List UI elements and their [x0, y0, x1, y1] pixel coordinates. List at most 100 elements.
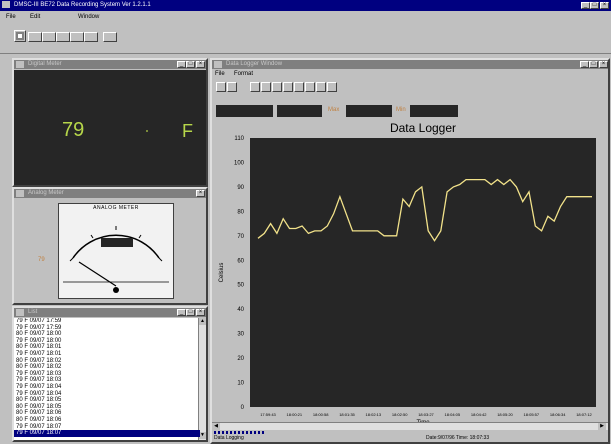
save-icon[interactable] [42, 32, 56, 42]
analog-close-button[interactable]: × [196, 190, 205, 197]
menu-file[interactable]: File [6, 14, 16, 20]
list-item[interactable]: 79 F 09/07 18:00 [16, 337, 62, 344]
list-item[interactable]: 80 F 09/07 18:02 [16, 357, 62, 364]
x-tick-label: 18:03:27 [418, 412, 434, 417]
list-item-selected[interactable]: 79 F 09/07 18:07 [14, 430, 200, 437]
y-tick-label: 90 [237, 185, 244, 191]
digital-separator-dot [146, 130, 148, 132]
list-box[interactable]: 79 F 09/07 17:59 79 F 09/07 17:59 80 F 09/… [14, 318, 198, 440]
list-minimize-button[interactable]: _ [177, 309, 186, 316]
digital-maximize-button[interactable]: □ [186, 61, 195, 68]
y-tick-label: 60 [237, 258, 244, 264]
zoom-out-icon[interactable] [261, 82, 271, 92]
y-tick-label: 0 [241, 405, 245, 411]
scroll-right-arrow-icon[interactable]: ▶ [598, 423, 606, 430]
settings-icon[interactable] [327, 82, 337, 92]
list-item[interactable]: 80 F 09/07 18:02 [16, 364, 62, 371]
list-item[interactable]: 79 F 09/07 18:04 [16, 383, 62, 390]
series-line [257, 178, 592, 242]
logger-menu-file[interactable]: File [215, 71, 225, 77]
y-tick-label: 50 [237, 283, 244, 289]
clear-icon[interactable] [316, 82, 326, 92]
digital-close-button[interactable]: × [196, 61, 205, 68]
list-item[interactable]: 80 F 09/07 18:01 [16, 344, 62, 351]
app-title: DMSC-III BE72 Data Recording System Ver … [14, 2, 151, 8]
logger-status-datetime: Date:9/07/96 Time: 18:07:33 [426, 435, 490, 441]
menu-window[interactable]: Window [78, 14, 100, 20]
digital-value: 79 [62, 119, 85, 141]
plot-area [250, 138, 596, 407]
x-tick-label: 18:00:21 [287, 412, 303, 417]
app-maximize-button[interactable]: □ [590, 2, 599, 9]
logger-menu-bar: File Format [212, 70, 608, 79]
logger-close-button[interactable]: × [599, 61, 608, 68]
list-close-button[interactable]: × [196, 309, 205, 316]
logger-min-label: Min [396, 107, 406, 113]
y-axis-label: Celsius [219, 263, 225, 283]
pause-icon[interactable] [103, 32, 117, 42]
app-menu-bar: File Edit Window [0, 12, 611, 22]
list-item[interactable]: 80 F 09/07 18:06 [16, 410, 62, 417]
copy-icon[interactable] [216, 82, 226, 92]
list-item[interactable]: 79 F 09/07 18:04 [16, 390, 62, 397]
logger-minimize-button[interactable]: _ [580, 61, 589, 68]
window-icon[interactable] [16, 309, 24, 316]
x-tick-label: 18:05:57 [524, 412, 540, 417]
app-close-button[interactable]: × [600, 2, 609, 9]
analog-gauge [63, 226, 169, 293]
logger-min-field [410, 105, 458, 117]
list-item[interactable]: 80 F 09/07 18:05 [16, 403, 62, 410]
print-icon[interactable] [56, 32, 70, 42]
y-tick-label: 20 [237, 356, 244, 362]
end-icon[interactable] [305, 82, 315, 92]
new-icon[interactable] [14, 30, 26, 42]
zoom-in-icon[interactable] [250, 82, 260, 92]
list-item[interactable]: 79 F 09/07 17:59 [16, 324, 62, 331]
list-maximize-button[interactable]: □ [186, 309, 195, 316]
graph-icon[interactable] [227, 82, 237, 92]
stop-icon[interactable] [84, 32, 98, 42]
logger-maximize-button[interactable]: □ [589, 61, 598, 68]
list-item[interactable]: 79 F 09/07 17:59 [16, 318, 62, 324]
list-item[interactable]: 79 F 09/07 18:03 [16, 377, 62, 384]
x-tick-label: 18:06:34 [550, 412, 566, 417]
logger-status-text: Data Logging [214, 435, 244, 441]
scroll-left-arrow-icon[interactable]: ◀ [212, 423, 220, 430]
window-icon[interactable] [16, 61, 24, 68]
app-icon[interactable] [2, 1, 10, 8]
list-item[interactable]: 79 F 09/07 18:01 [16, 350, 62, 357]
scroll-down-icon[interactable]: ▼ [199, 432, 206, 439]
list-title: List [28, 309, 38, 315]
list-item[interactable]: 80 F 09/07 18:00 [16, 331, 62, 338]
scroll-right-icon[interactable] [283, 82, 293, 92]
y-tick-label: 70 [237, 234, 244, 240]
digital-meter-title-bar: Digital Meter _ □ × [14, 60, 206, 69]
logger-title-bar: Data Logger Window _ □ × [212, 60, 608, 69]
y-tick-label: 80 [237, 209, 244, 215]
scroll-up-icon[interactable]: ▲ [199, 318, 206, 325]
window-icon[interactable] [16, 190, 24, 197]
list-item[interactable]: 79 F 09/07 18:03 [16, 370, 62, 377]
analog-meter-window: Analog Meter × ANALOG METER 79 [12, 187, 208, 305]
x-tick-label: 18:01:35 [339, 412, 355, 417]
logger-menu-format[interactable]: Format [234, 71, 254, 77]
digital-meter-title: Digital Meter [28, 61, 62, 67]
logger-hscrollbar[interactable]: ◀ ▶ [212, 422, 608, 430]
open-icon[interactable] [28, 32, 42, 42]
analog-meter-title-bar: Analog Meter × [14, 189, 206, 198]
digital-minimize-button[interactable]: _ [177, 61, 186, 68]
x-tick-label: 18:05:20 [497, 412, 513, 417]
list-scrollbar[interactable]: ▲ ▼ [198, 318, 206, 440]
window-icon[interactable] [214, 61, 222, 68]
list-item[interactable]: 79 F 09/07 18:07 [16, 423, 62, 430]
record-icon[interactable] [70, 32, 84, 42]
logger-title: Data Logger Window [226, 61, 283, 67]
list-item[interactable]: 80 F 09/07 18:05 [16, 397, 62, 404]
app-minimize-button[interactable]: _ [581, 2, 590, 9]
list-item[interactable]: 80 F 09/07 18:06 [16, 416, 62, 423]
logger-toolbar [212, 82, 608, 96]
x-tick-label: 18:00:58 [313, 412, 329, 417]
scroll-left-icon[interactable] [272, 82, 282, 92]
menu-edit[interactable]: Edit [30, 14, 41, 20]
home-icon[interactable] [294, 82, 304, 92]
